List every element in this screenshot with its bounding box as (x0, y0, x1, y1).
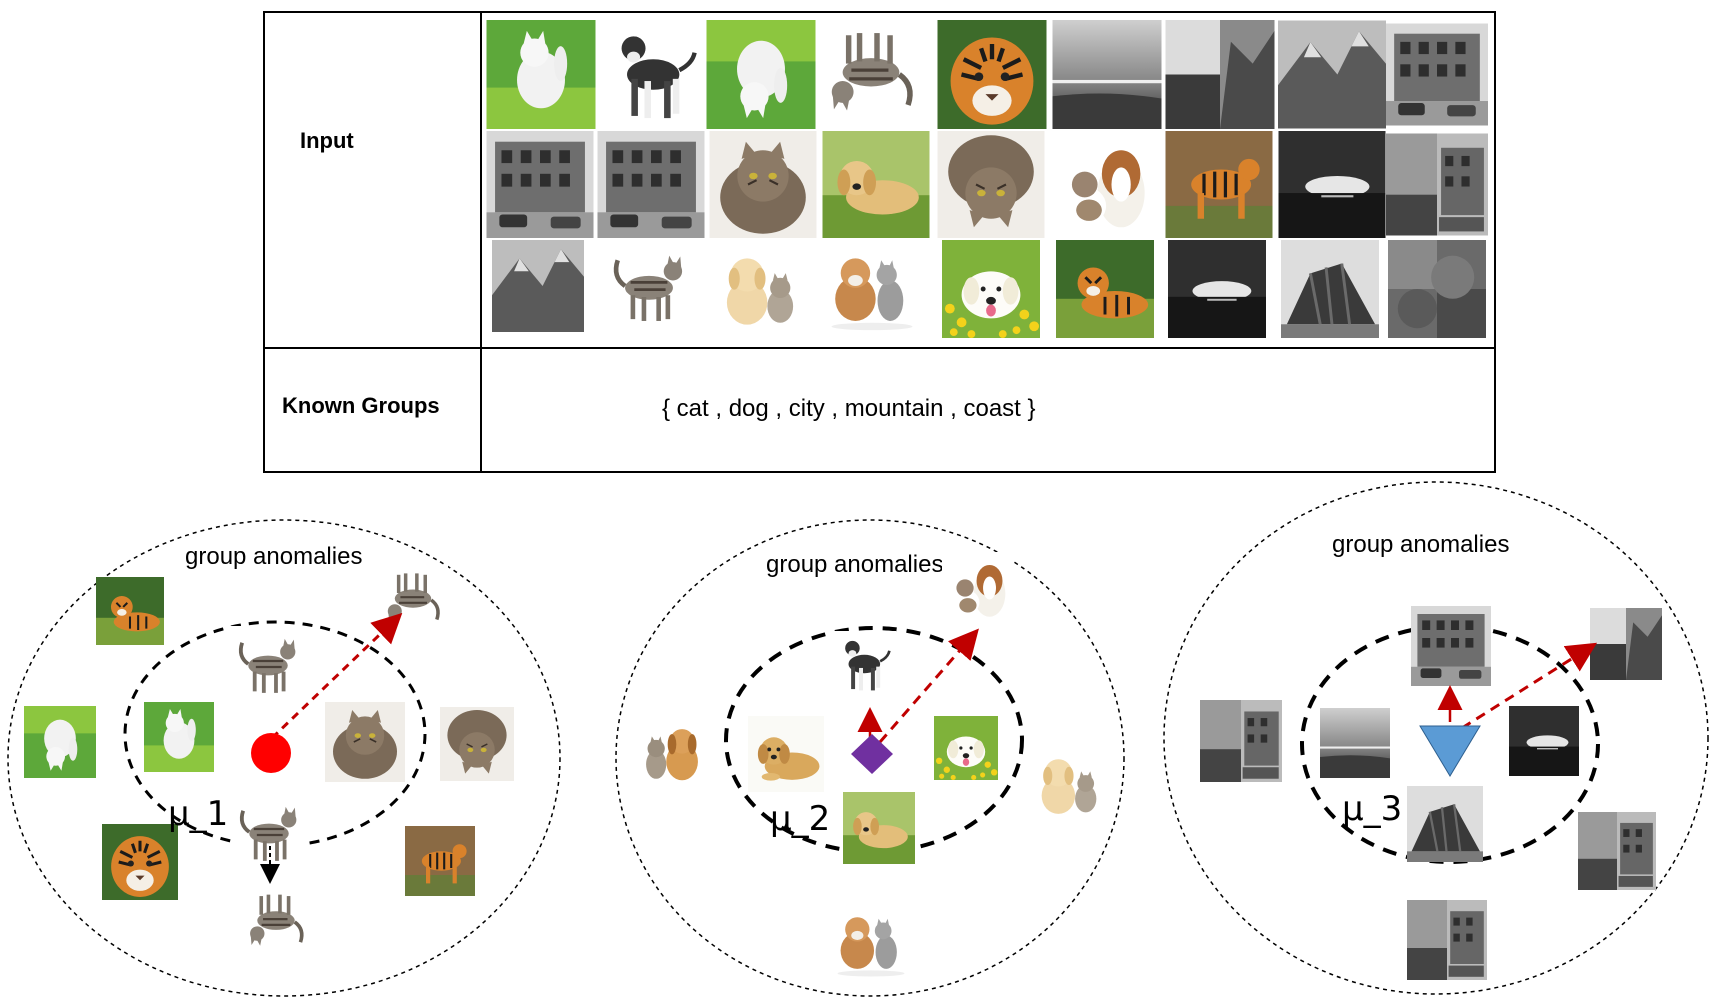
member-pitbull (830, 629, 896, 699)
mean-label-2: μ_2 (770, 799, 830, 839)
anomaly-puppy-kitten (1031, 744, 1107, 820)
flipped-tabby-cat-photo (817, 20, 926, 129)
white-cat-photo (486, 20, 596, 129)
known-groups-value: { cat , dog , city , mountain , coast } (662, 395, 1036, 422)
blurry-photo (1388, 240, 1486, 338)
mean-label-3: μ_3 (1342, 789, 1402, 829)
cluster-1: group anomalies μ_1 (7, 519, 561, 997)
member-sunset-coast (1509, 706, 1579, 776)
anomaly-kitten-puppy (636, 714, 708, 786)
anomaly-collie-cat (942, 552, 1014, 624)
collie-cat-photo (1050, 131, 1158, 238)
input-label: Input (300, 128, 354, 153)
anomaly-flipped-fluffy-cat (440, 707, 514, 781)
member-lying-puppy (748, 716, 824, 792)
flipped-white-cat-photo (707, 20, 816, 129)
member-white-cat (144, 702, 214, 772)
anomaly-city-coast-2 (1407, 900, 1487, 980)
anomaly-flipped-tabby-cat (378, 565, 448, 635)
input-table: Input Known Groups { cat , dog , city , … (263, 11, 1496, 473)
input-image-grid (486, 20, 1488, 338)
city-coast-photo (1386, 133, 1488, 236)
anomaly-flipped-white-cat (24, 706, 96, 778)
cluster-3-title: group anomalies (1332, 531, 1509, 558)
member-mesa (1405, 786, 1485, 862)
member-tabby-cat-2 (230, 794, 308, 870)
flipped-fluffy-cat-photo (938, 131, 1045, 238)
anomaly-arrow-2 (878, 628, 979, 743)
standing-tiger-photo (1163, 131, 1275, 238)
member-dog-grass (843, 792, 915, 864)
cluster-2-title: group anomalies (766, 551, 943, 578)
city-street-photo (486, 131, 594, 238)
anomaly-arrow-3 (1461, 642, 1598, 730)
member-fluffy-cat (324, 702, 406, 782)
mean-label-1: μ_1 (168, 794, 228, 834)
lying-puppy-photo (822, 131, 930, 238)
anomaly-tiger-face (102, 822, 178, 902)
known-groups-label: Known Groups (282, 393, 440, 418)
anomaly-arrow-1 (270, 612, 403, 740)
coast-photo-2 (1278, 131, 1386, 238)
anomaly-coast-mountain (1590, 608, 1662, 680)
mean-marker-red-circle (251, 733, 291, 773)
anomaly-lying-tiger (94, 577, 166, 645)
pitbull-photo (597, 20, 706, 129)
lying-tiger-photo (1054, 240, 1156, 338)
mean-marker-purple-diamond (851, 734, 893, 774)
cluster-2: group anomalies μ_2 (615, 519, 1125, 997)
anomaly-flipped-tabby-cat-2 (240, 886, 312, 958)
bulldog-cat-photo (826, 240, 918, 332)
member-coast (1320, 708, 1390, 778)
mesa-photo (1279, 240, 1381, 338)
cluster-3: group anomalies μ_3 (1163, 481, 1709, 995)
mountain-photo-2 (492, 240, 584, 332)
cluster-1-title: group anomalies (185, 543, 362, 570)
tabby-cat-photo (603, 240, 695, 332)
city-street-photo-2 (597, 131, 705, 238)
anomaly-standing-tiger (403, 826, 477, 896)
dog-flowers-photo (942, 240, 1040, 338)
member-city (1411, 606, 1491, 686)
anomaly-coast-city (1578, 812, 1656, 890)
anomaly-bulldog-cat (833, 902, 909, 978)
puppy-kitten-photo (714, 240, 806, 332)
mean-marker-blue-triangle (1419, 725, 1481, 777)
member-tabby-cat (229, 626, 307, 702)
member-dog-flowers (934, 716, 998, 780)
coast-photo (1052, 20, 1162, 129)
city-photo (1386, 23, 1488, 126)
outer-boundary-2 (615, 519, 1125, 997)
tiger-photo (938, 20, 1047, 129)
outer-boundary-3 (1163, 481, 1709, 995)
anomaly-city-coast (1200, 700, 1282, 782)
table-border (263, 11, 1496, 473)
outer-boundary-1 (7, 519, 561, 997)
fluffy-cat-photo (708, 131, 818, 238)
coast-mountain-photo (1165, 20, 1275, 129)
mountain-photo (1278, 20, 1386, 129)
sunset-coast-photo (1168, 240, 1266, 338)
